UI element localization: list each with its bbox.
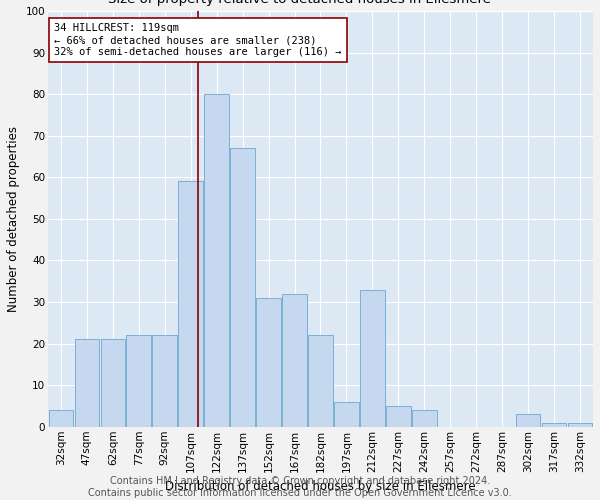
Bar [386, 406, 410, 427]
Bar [230, 148, 255, 427]
Bar [178, 182, 203, 427]
Text: Contains HM Land Registry data © Crown copyright and database right 2024.
Contai: Contains HM Land Registry data © Crown c… [88, 476, 512, 498]
Bar [101, 340, 125, 427]
Bar [360, 290, 385, 427]
Bar [412, 410, 437, 427]
Text: 34 HILLCREST: 119sqm
← 66% of detached houses are smaller (238)
32% of semi-deta: 34 HILLCREST: 119sqm ← 66% of detached h… [54, 24, 341, 56]
Bar [49, 410, 73, 427]
Bar [334, 402, 359, 427]
Bar [308, 336, 333, 427]
Bar [568, 422, 592, 427]
Bar [516, 414, 541, 427]
Bar [256, 298, 281, 427]
Bar [127, 336, 151, 427]
Bar [282, 294, 307, 427]
Bar [152, 336, 177, 427]
Bar [205, 94, 229, 427]
Bar [74, 340, 99, 427]
Y-axis label: Number of detached properties: Number of detached properties [7, 126, 20, 312]
Text: Size of property relative to detached houses in Ellesmere: Size of property relative to detached ho… [109, 0, 491, 6]
Bar [542, 422, 566, 427]
X-axis label: Distribution of detached houses by size in Ellesmere: Distribution of detached houses by size … [165, 480, 476, 493]
